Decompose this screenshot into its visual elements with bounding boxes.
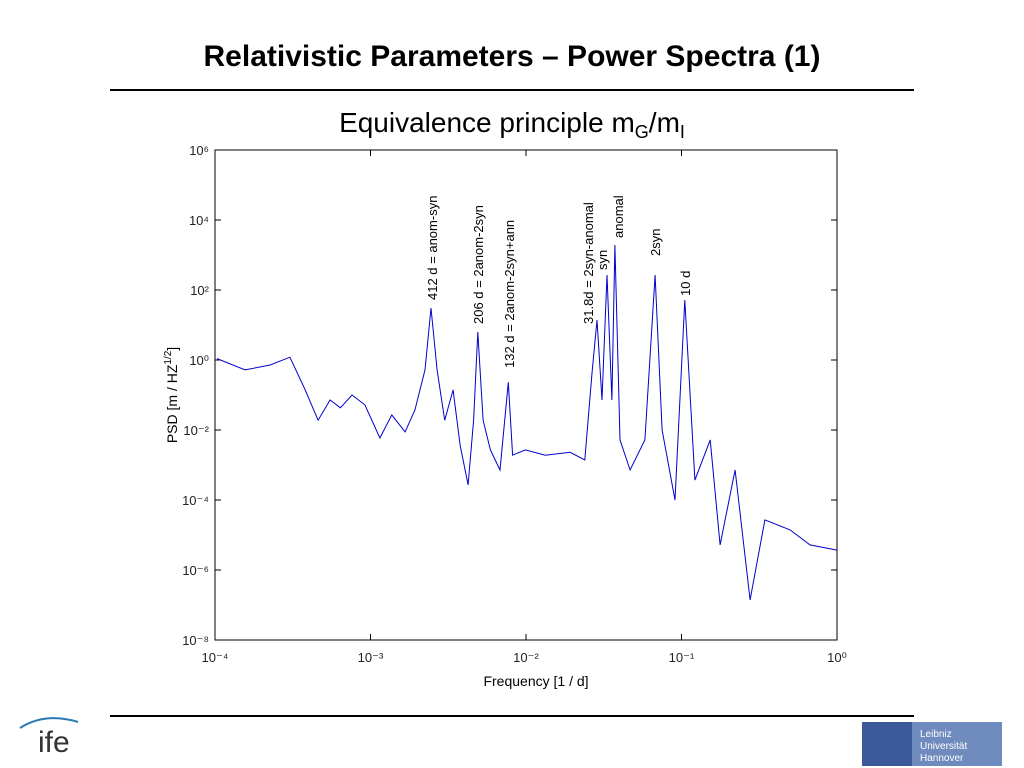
y-tick-label: 10⁰ [189,353,209,368]
annotation: syn [595,250,610,270]
luh-text: Hannover [920,753,964,764]
subtitle-sub: G [635,122,649,142]
y-label-sup: 1/2 [163,350,174,364]
y-tick-label: 10⁶ [189,143,209,158]
y-tick-label: 10⁻⁸ [182,633,209,648]
logo-swoosh [19,717,79,729]
x-tick-label: 10⁻¹ [669,650,695,665]
slide-title: Relativistic Parameters – Power Spectra … [204,40,821,73]
logo-ife: ife [38,726,70,759]
y-axis-label: PSD [m / HZ1/2] [163,347,180,443]
annotation: 132 d = 2anom-2syn+ann [502,220,517,368]
x-tick-label: 10⁻³ [358,650,384,665]
y-label-part: ] [164,347,180,351]
subtitle-sub: I [680,122,685,142]
annotation: 10 d [678,271,693,296]
x-axis-label: Frequency [1 / d] [483,673,588,689]
luh-text: Universität [920,741,967,752]
luh-text: Leibniz [920,729,952,740]
subtitle-part: /m [649,107,680,138]
annotation: 2syn [648,229,663,256]
x-tick-label: 10⁻² [513,650,539,665]
annotation: 206 d = 2anom-2syn [471,205,486,324]
plot-frame [214,149,838,641]
y-label-part: PSD [m / HZ [164,364,180,443]
x-tick-label: 10⁻⁴ [202,650,229,665]
x-tick-label: 10⁰ [827,650,847,665]
subtitle: Equivalence principle mG/mI [339,107,685,142]
subtitle-part: Equivalence principle m [339,107,635,138]
annotation: 412 d = anom-syn [425,196,440,300]
luh-logo-text-box [912,722,1002,766]
psd-line [216,244,838,600]
y-tick-label: 10⁻² [183,423,209,438]
y-tick-label: 10⁻⁴ [182,493,209,508]
y-tick-label: 10⁴ [189,213,209,228]
luh-logo-box [862,722,912,766]
annotation: anomal [611,195,626,238]
annotation: 31.8d = 2syn-anomal [581,202,596,324]
y-tick-label: 10⁻⁶ [182,563,209,578]
y-tick-label: 10² [190,283,209,298]
